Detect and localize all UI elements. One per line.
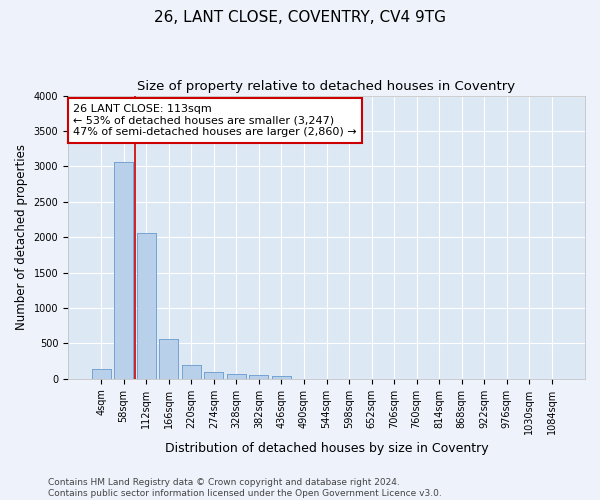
Bar bbox=[92, 369, 110, 378]
Bar bbox=[182, 364, 201, 378]
Bar bbox=[272, 376, 291, 378]
Bar bbox=[137, 233, 156, 378]
Bar bbox=[159, 339, 178, 378]
Bar bbox=[204, 372, 223, 378]
Bar bbox=[227, 374, 246, 378]
Bar bbox=[137, 233, 156, 378]
Bar bbox=[272, 376, 291, 378]
Title: Size of property relative to detached houses in Coventry: Size of property relative to detached ho… bbox=[137, 80, 515, 93]
X-axis label: Distribution of detached houses by size in Coventry: Distribution of detached houses by size … bbox=[165, 442, 488, 455]
Y-axis label: Number of detached properties: Number of detached properties bbox=[15, 144, 28, 330]
Bar bbox=[92, 369, 110, 378]
Bar bbox=[114, 162, 133, 378]
Text: 26, LANT CLOSE, COVENTRY, CV4 9TG: 26, LANT CLOSE, COVENTRY, CV4 9TG bbox=[154, 10, 446, 25]
Bar bbox=[114, 162, 133, 378]
Bar bbox=[182, 364, 201, 378]
Bar bbox=[159, 339, 178, 378]
Bar bbox=[250, 375, 268, 378]
Text: 26 LANT CLOSE: 113sqm
← 53% of detached houses are smaller (3,247)
47% of semi-d: 26 LANT CLOSE: 113sqm ← 53% of detached … bbox=[73, 104, 357, 137]
Bar bbox=[227, 374, 246, 378]
Bar bbox=[250, 375, 268, 378]
Bar bbox=[204, 372, 223, 378]
Text: Contains HM Land Registry data © Crown copyright and database right 2024.
Contai: Contains HM Land Registry data © Crown c… bbox=[48, 478, 442, 498]
